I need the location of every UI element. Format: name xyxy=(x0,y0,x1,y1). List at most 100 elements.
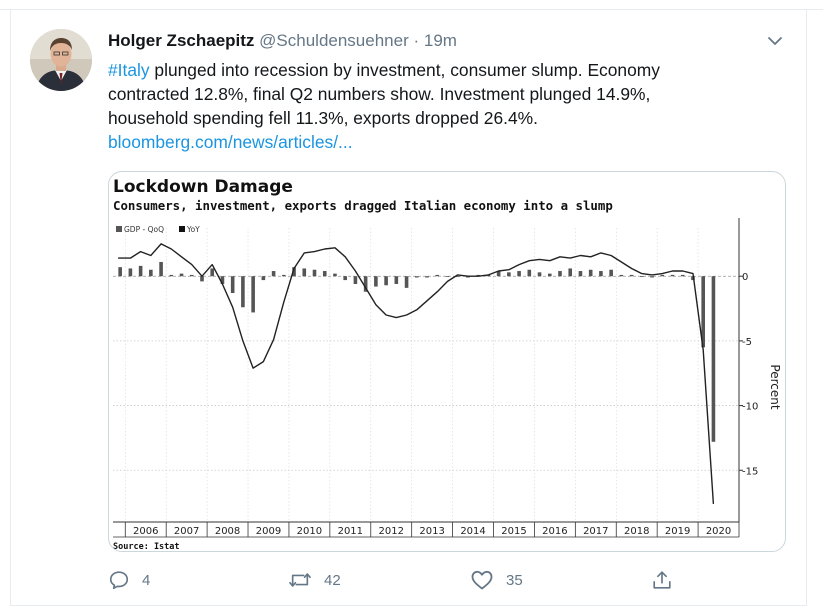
bar-gdp-qoq xyxy=(149,269,153,277)
x-tick-label: 2008 xyxy=(215,526,240,537)
bar-gdp-qoq xyxy=(138,265,143,277)
bar-gdp-qoq xyxy=(496,271,501,277)
bar-gdp-qoq xyxy=(425,276,429,278)
hashtag-link[interactable]: #Italy xyxy=(108,60,150,80)
y-tick-label: -10 xyxy=(742,402,758,413)
retweet-icon xyxy=(289,573,311,587)
bar-gdp-qoq xyxy=(169,274,174,277)
x-tick-label: 2010 xyxy=(297,526,322,537)
bar-gdp-qoq xyxy=(547,273,552,277)
timeline-right-border xyxy=(806,10,807,606)
bar-gdp-qoq xyxy=(322,271,327,277)
bar-gdp-qoq xyxy=(220,276,225,284)
tweet-line-1: #Italy plunged into recession by investm… xyxy=(108,58,788,82)
chart-source: Source: Istat xyxy=(113,542,180,552)
reply-count: 4 xyxy=(142,571,151,589)
legend-label-bars: GDP - QoQ xyxy=(124,225,164,234)
tweet-line-1-text: plunged into recession by investment, co… xyxy=(149,60,660,80)
bar-gdp-qoq xyxy=(374,276,378,287)
bar-gdp-qoq xyxy=(312,269,317,277)
timeline-top-edge xyxy=(0,0,823,10)
bar-gdp-qoq xyxy=(189,274,194,277)
tweet-divider xyxy=(10,605,807,606)
x-tick-label: 2013 xyxy=(419,526,444,537)
x-tick-label: 2014 xyxy=(460,526,485,537)
bar-gdp-qoq xyxy=(435,274,440,277)
bar-gdp-qoq xyxy=(333,273,337,277)
tweet-menu-button[interactable] xyxy=(764,30,786,52)
bar-gdp-qoq xyxy=(558,271,562,277)
tweet-line-4: bloomberg.com/news/articles/... xyxy=(108,130,788,154)
legend-label-line: YoY xyxy=(186,225,200,234)
bar-gdp-qoq xyxy=(537,272,542,277)
bar-gdp-qoq xyxy=(271,271,276,277)
bar-gdp-qoq xyxy=(261,276,266,281)
reply-icon xyxy=(109,571,129,590)
chart-image-card[interactable]: Lockdown Damage Consumers, investment, e… xyxy=(108,171,786,552)
bar-gdp-qoq xyxy=(599,271,603,277)
x-tick-label: 2007 xyxy=(174,526,199,537)
bar-gdp-qoq xyxy=(670,274,675,277)
bar-gdp-qoq xyxy=(282,274,286,277)
bar-gdp-qoq xyxy=(292,267,296,277)
line-yoy xyxy=(118,243,715,504)
reply-button[interactable]: 4 xyxy=(108,566,150,594)
x-tick-label: 2018 xyxy=(624,526,649,537)
share-icon xyxy=(653,571,671,589)
bar-gdp-qoq xyxy=(394,276,399,284)
legend-swatch-bars xyxy=(116,226,122,232)
like-button[interactable]: 35 xyxy=(470,566,523,594)
bar-gdp-qoq xyxy=(588,269,593,277)
retweet-button[interactable]: 42 xyxy=(288,566,341,594)
avatar-photo xyxy=(30,29,92,91)
bar-gdp-qoq xyxy=(660,274,665,277)
lockdown-damage-chart: Lockdown Damage Consumers, investment, e… xyxy=(113,177,782,552)
x-tick-label: 2015 xyxy=(501,526,526,537)
tweet-actions: 4 42 35 xyxy=(108,566,788,596)
y-tick-label: -5 xyxy=(742,337,752,348)
bar-gdp-qoq xyxy=(363,276,368,292)
x-tick-label: 2019 xyxy=(665,526,690,537)
bar-gdp-qoq xyxy=(527,269,532,277)
share-button[interactable] xyxy=(651,566,673,594)
y-axis-label: Percent xyxy=(768,364,782,409)
chart-subtitle: Consumers, investment, exports dragged I… xyxy=(113,198,613,213)
like-count: 35 xyxy=(506,571,523,589)
bar-gdp-qoq xyxy=(414,276,419,278)
x-tick-label: 2011 xyxy=(338,526,363,537)
x-tick-label: 2017 xyxy=(583,526,608,537)
bar-gdp-qoq xyxy=(200,276,204,282)
x-tick-label: 2016 xyxy=(542,526,567,537)
bar-gdp-qoq xyxy=(353,276,358,284)
timeline-left-border xyxy=(10,10,11,606)
bar-gdp-qoq xyxy=(701,276,705,348)
bar-gdp-qoq xyxy=(578,271,583,277)
bar-gdp-qoq xyxy=(118,267,122,277)
avatar[interactable] xyxy=(30,29,92,91)
retweet-count: 42 xyxy=(324,571,341,589)
bar-gdp-qoq xyxy=(629,274,634,277)
bar-gdp-qoq xyxy=(711,276,716,442)
author-name[interactable]: Holger Zschaepitz xyxy=(108,31,255,50)
bar-gdp-qoq xyxy=(241,276,245,308)
bar-gdp-qoq xyxy=(680,274,685,277)
tweet-header: Holger Zschaepitz @Schuldensuehner · 19m xyxy=(108,30,457,52)
chevron-down-icon xyxy=(768,37,782,45)
tweet-timestamp[interactable]: 19m xyxy=(423,31,457,50)
bar-gdp-qoq xyxy=(210,268,215,277)
bar-gdp-qoq xyxy=(445,276,450,278)
bar-gdp-qoq xyxy=(517,271,521,277)
tweet-line-2: contracted 12.8%, final Q2 numbers show.… xyxy=(108,84,651,104)
article-link[interactable]: bloomberg.com/news/articles/... xyxy=(108,132,353,152)
bar-gdp-qoq xyxy=(507,272,511,277)
bar-gdp-qoq xyxy=(568,268,573,277)
bar-gdp-qoq xyxy=(128,268,133,277)
bar-gdp-qoq xyxy=(619,274,624,277)
chart-title: Lockdown Damage xyxy=(113,177,293,197)
y-tick-label: -15 xyxy=(742,466,758,477)
legend-swatch-line xyxy=(179,226,185,232)
bar-gdp-qoq xyxy=(302,268,307,277)
x-tick-label: 2012 xyxy=(378,526,403,537)
author-handle[interactable]: @Schuldensuehner xyxy=(259,31,409,50)
bar-gdp-qoq xyxy=(159,261,163,277)
